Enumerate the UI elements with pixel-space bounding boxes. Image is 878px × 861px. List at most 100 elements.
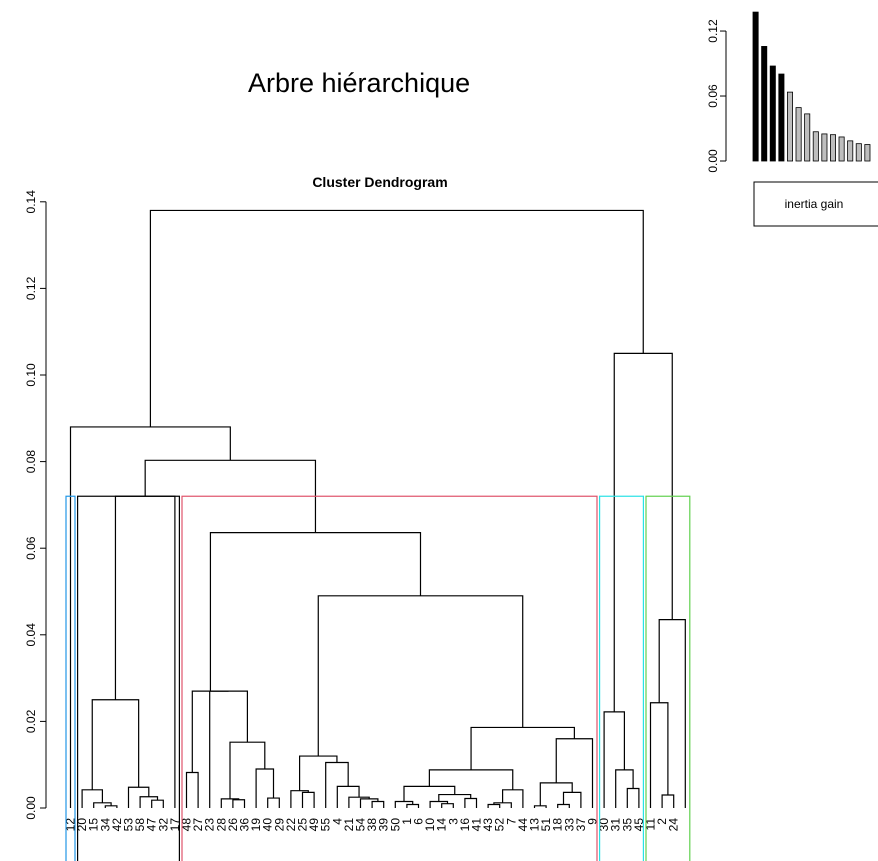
dendrogram-link bbox=[317, 595, 524, 757]
dendrogram-leaf-label: 39 bbox=[377, 818, 391, 832]
dendrogram-leaf-label: 54 bbox=[354, 818, 368, 832]
dendrogram-link bbox=[185, 771, 199, 808]
dendrogram-link bbox=[69, 426, 231, 808]
dendrogram-y-tick-label: 0.04 bbox=[24, 623, 38, 647]
dendrogram-link bbox=[290, 790, 309, 808]
dendrogram-link bbox=[429, 800, 449, 808]
dendrogram-y-tick-label: 0.10 bbox=[24, 363, 38, 387]
dendrogram-leaf-label: 38 bbox=[365, 818, 379, 832]
dendrogram-leaf-label: 15 bbox=[87, 818, 101, 832]
cluster-rectangle bbox=[598, 495, 644, 861]
dendrogram-leaf-label: 24 bbox=[667, 818, 681, 832]
dendrogram-link bbox=[555, 738, 594, 808]
dendrogram-link bbox=[626, 787, 640, 808]
dendrogram-leaf-label: 49 bbox=[307, 818, 321, 832]
dendrogram-link bbox=[562, 791, 582, 808]
dendrogram-leaf-label: 28 bbox=[214, 818, 228, 832]
dendrogram-link bbox=[441, 803, 454, 808]
dendrogram-link bbox=[149, 209, 644, 427]
inertia-bar bbox=[787, 91, 794, 162]
dendrogram-link bbox=[209, 690, 248, 808]
dendrogram-leaf-label: 11 bbox=[644, 818, 658, 831]
inset-legend-label: inertia gain bbox=[785, 197, 844, 211]
dendrogram-leaf-label: 58 bbox=[133, 818, 147, 832]
dendrogram-link bbox=[81, 789, 103, 808]
dendrogram-link bbox=[371, 800, 385, 808]
dendrogram-leaf-label: 14 bbox=[435, 818, 449, 832]
dendrogram-y-tick-label: 0.06 bbox=[24, 536, 38, 560]
dendrogram-leaf-label: 43 bbox=[481, 818, 495, 832]
dendrogram-leaf-label: 25 bbox=[296, 818, 310, 832]
dendrogram-leaf-label: 41 bbox=[470, 818, 484, 832]
dendrogram-link bbox=[658, 619, 686, 808]
inertia-bar bbox=[855, 143, 862, 162]
dendrogram-link bbox=[267, 797, 280, 808]
cluster-rectangle bbox=[76, 495, 181, 861]
dendrogram-link bbox=[487, 803, 501, 808]
dendrogram-leaf-label: 10 bbox=[423, 818, 437, 832]
dendrogram-link bbox=[603, 711, 625, 808]
dendrogram-link bbox=[209, 532, 422, 692]
dendrogram-leaf-label: 4 bbox=[330, 818, 344, 825]
dendrogram-leaf-label: 1 bbox=[400, 818, 414, 825]
dendrogram-leaf-label: 45 bbox=[632, 818, 646, 832]
dendrogram-link bbox=[91, 699, 140, 790]
dendrogram-link bbox=[403, 785, 456, 802]
dendrogram-link bbox=[151, 799, 164, 808]
dendrogram-leaf-label: 37 bbox=[574, 818, 588, 832]
dendrogram-leaf-label: 32 bbox=[156, 818, 170, 832]
inertia-bar bbox=[752, 11, 759, 162]
dendrogram-link bbox=[661, 794, 675, 808]
dendrogram-link bbox=[493, 802, 512, 808]
inset-y-tick-label: 0.00 bbox=[706, 149, 720, 173]
dendrogram-leaf-label: 36 bbox=[238, 818, 252, 832]
dendrogram-link bbox=[502, 789, 524, 808]
dendrogram-link bbox=[232, 799, 246, 808]
dendrogram-leaf-label: 27 bbox=[191, 818, 205, 832]
dendrogram-leaf-label: 18 bbox=[551, 818, 565, 832]
dendrogram-leaf-label: 22 bbox=[284, 818, 298, 832]
inset-legend-box bbox=[753, 181, 878, 227]
dendrogram-link bbox=[359, 798, 379, 808]
dendrogram-title: Cluster Dendrogram bbox=[312, 174, 447, 190]
dendrogram-leaf-label: 9 bbox=[586, 818, 600, 825]
dendrogram-y-tick-label: 0.08 bbox=[24, 450, 38, 474]
dendrogram-leaf-label: 40 bbox=[261, 818, 275, 832]
dendrogram-link bbox=[127, 786, 150, 808]
dendrogram-link bbox=[470, 726, 575, 770]
dendrogram-leaf-label: 2 bbox=[655, 818, 669, 825]
dendrogram-link bbox=[301, 791, 315, 808]
dendrogram-leaf-label: 53 bbox=[122, 818, 136, 832]
dendrogram-leaf-label: 19 bbox=[249, 818, 263, 832]
page-title: Arbre hiérarchique bbox=[248, 68, 471, 98]
dendrogram-link bbox=[299, 755, 338, 791]
dendrogram-y-tick-label: 0.14 bbox=[24, 190, 38, 214]
cluster-rectangle bbox=[645, 495, 691, 861]
dendrogram-leaf-label: 16 bbox=[458, 818, 472, 832]
dendrogram-y-tick-label: 0.00 bbox=[24, 796, 38, 820]
dendrogram-leaf-label: 6 bbox=[412, 818, 426, 825]
dendrogram-leaf-label: 42 bbox=[110, 818, 124, 832]
dendrogram-link bbox=[139, 796, 159, 808]
dendrogram-link bbox=[406, 803, 420, 808]
dendrogram-leaf-label: 44 bbox=[516, 818, 530, 832]
inertia-bar bbox=[769, 65, 776, 162]
dendrogram-link bbox=[539, 782, 573, 806]
dendrogram-leaf-label: 52 bbox=[493, 818, 507, 832]
dendrogram-leaf-label: 7 bbox=[504, 818, 518, 825]
dendrogram-link bbox=[557, 803, 570, 808]
inertia-bar bbox=[830, 134, 837, 162]
inertia-bar bbox=[847, 140, 854, 162]
dendrogram-leaf-label: 48 bbox=[180, 818, 194, 832]
dendrogram-link bbox=[104, 805, 118, 808]
dendrogram-links bbox=[69, 209, 686, 808]
dendrogram-link bbox=[114, 495, 176, 808]
inertia-bar bbox=[821, 133, 828, 162]
dendrogram-link bbox=[191, 690, 229, 773]
dendrogram-leaf-label: 17 bbox=[168, 818, 182, 832]
dendrogram-link bbox=[464, 797, 478, 808]
dendrogram-leaf-label: 23 bbox=[203, 818, 217, 832]
cluster-rectangle bbox=[181, 495, 598, 861]
dendrogram-link bbox=[255, 768, 275, 808]
